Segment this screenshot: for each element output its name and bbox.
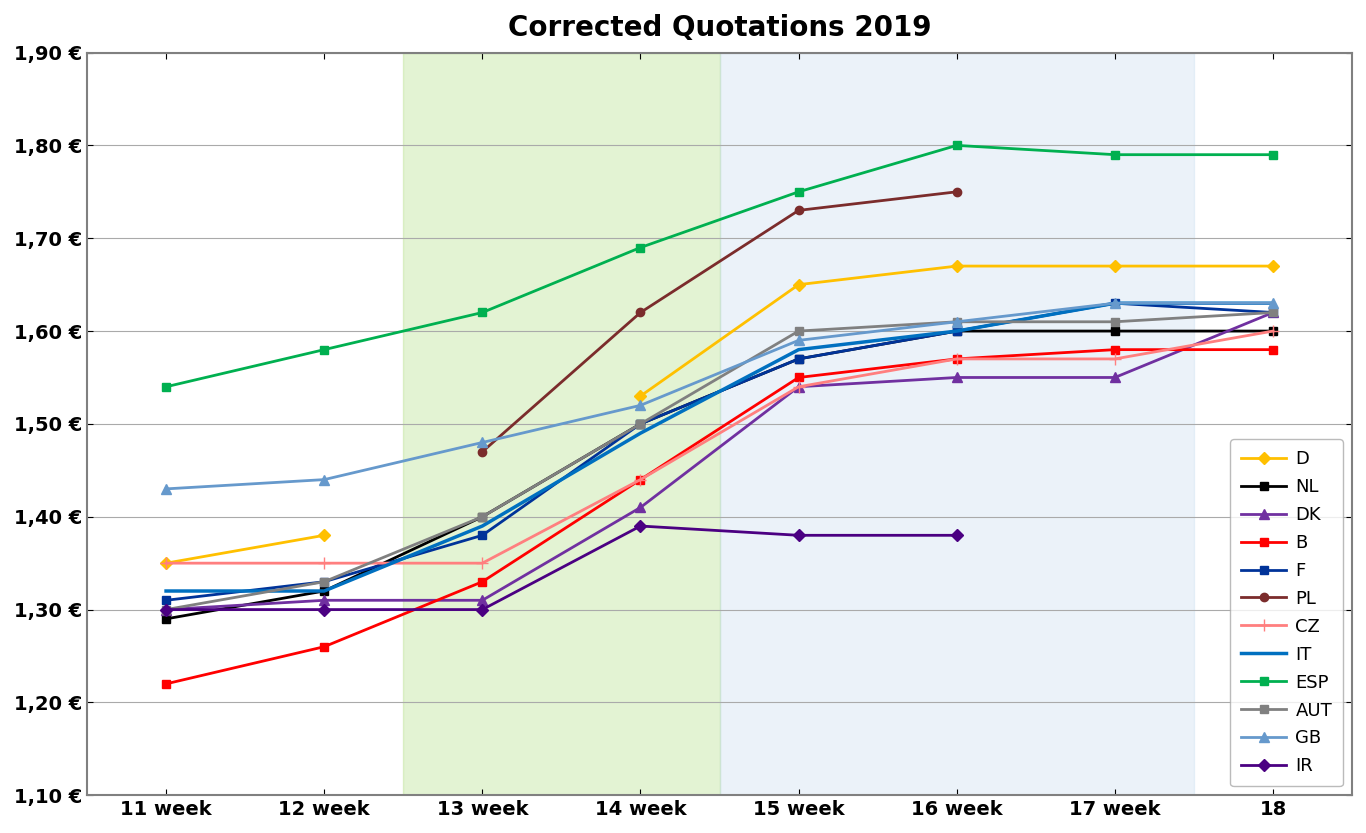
Bar xyxy=(720,52,1194,796)
Legend: D, NL, DK, B, F, PL, CZ, IT, ESP, AUT, GB, IR: D, NL, DK, B, F, PL, CZ, IT, ESP, AUT, G… xyxy=(1231,439,1343,786)
Title: Corrected Quotations 2019: Corrected Quotations 2019 xyxy=(508,14,932,42)
Bar xyxy=(403,52,720,796)
